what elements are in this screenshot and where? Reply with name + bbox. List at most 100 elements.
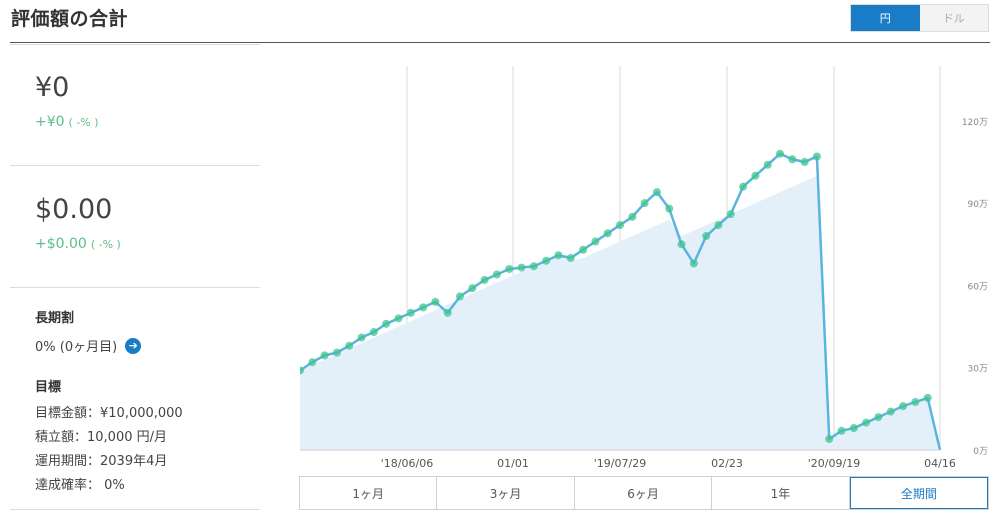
data-point — [874, 413, 883, 422]
data-point — [726, 210, 735, 219]
data-point — [776, 149, 784, 158]
yen-change: +¥0( -% ) — [35, 114, 99, 130]
yen-amount: ¥0 — [35, 72, 70, 103]
usd-amount: $0.00 — [35, 194, 113, 225]
principal-area — [300, 175, 940, 450]
data-point — [739, 182, 748, 191]
data-point — [431, 297, 440, 306]
data-point — [714, 221, 723, 230]
data-point — [911, 398, 920, 406]
yen-change-pct: ( -% ) — [68, 116, 99, 129]
yen-change-value: +¥0 — [35, 114, 65, 130]
data-point — [886, 407, 895, 416]
arrow-right-icon[interactable]: ➔ — [125, 337, 142, 354]
data-point — [862, 418, 871, 427]
data-point — [406, 308, 415, 317]
data-point — [419, 303, 428, 312]
usd-change-value: +$0.00 — [35, 236, 87, 252]
header: 評価額の合計 円 ドル — [0, 0, 1000, 44]
period-tab-6m[interactable]: 6ヶ月 — [575, 477, 713, 509]
data-point — [357, 333, 366, 342]
goal-monthly-deposit: 積立額：10,000 円/月 — [35, 430, 167, 445]
long-term-value: 0% (0ヶ月目) — [35, 340, 118, 355]
header-divider — [10, 42, 990, 43]
data-point — [517, 263, 526, 272]
data-point — [332, 348, 341, 357]
data-point — [812, 152, 821, 161]
data-point — [591, 237, 600, 246]
y-tick-label: 120万 — [962, 118, 988, 128]
data-point — [677, 240, 686, 249]
data-point — [456, 292, 464, 301]
data-point — [529, 262, 538, 271]
page-title: 評価額の合計 — [11, 8, 129, 30]
data-point — [702, 232, 711, 241]
goal-probability: 達成確率： 0% — [35, 478, 125, 493]
long-term-heading: 長期割 — [35, 311, 75, 326]
goal-heading: 目標 — [35, 380, 62, 395]
y-tick-label: 60万 — [968, 282, 988, 292]
data-point — [505, 264, 514, 273]
divider — [10, 509, 260, 510]
data-point — [763, 160, 772, 169]
data-point — [554, 251, 563, 260]
y-tick-label: 0万 — [973, 447, 988, 457]
data-point — [468, 284, 477, 293]
data-point — [800, 158, 809, 166]
data-point — [923, 393, 932, 402]
long-term-value-row: 0% (0ヶ月目) ➔ — [35, 336, 142, 355]
data-point — [345, 341, 354, 350]
chart-svg: '18/06/06 01/01 '19/07/29 02/23 '20/09/19 04/… — [300, 66, 988, 470]
data-point — [308, 358, 317, 367]
data-point — [689, 259, 698, 268]
data-point — [837, 426, 846, 435]
goal-target-amount: 目標金額：¥10,000,000 — [35, 406, 183, 421]
data-point — [394, 314, 403, 323]
divider — [10, 287, 260, 288]
data-point — [369, 328, 378, 337]
currency-usd-button[interactable]: ドル — [919, 5, 988, 31]
period-tabs: 1ヶ月 3ヶ月 6ヶ月 1年 全期間 — [299, 476, 989, 510]
divider — [10, 165, 260, 166]
summary-panel: ¥0 +¥0( -% ) $0.00 +$0.00( -% ) 長期割 0% (… — [10, 44, 260, 520]
data-point — [300, 366, 304, 375]
x-tick-label: 02/23 — [711, 457, 743, 470]
x-tick-label: 01/01 — [497, 457, 529, 470]
x-tick-label: '20/09/19 — [808, 457, 860, 470]
x-tick-label: 04/16 — [924, 457, 956, 470]
x-tick-label: '19/07/29 — [594, 457, 646, 470]
period-tab-1y[interactable]: 1年 — [712, 477, 850, 509]
data-point — [480, 275, 489, 284]
period-tab-1m[interactable]: 1ヶ月 — [300, 477, 438, 509]
usd-change-pct: ( -% ) — [90, 238, 121, 251]
data-point — [320, 351, 329, 360]
y-tick-label: 90万 — [968, 200, 988, 210]
data-point — [640, 199, 649, 208]
data-point — [566, 254, 575, 262]
x-tick-label: '18/06/06 — [381, 457, 433, 470]
data-point — [751, 171, 760, 180]
data-point — [899, 402, 908, 411]
y-tick-label: 30万 — [968, 365, 988, 375]
divider — [10, 44, 260, 45]
period-tab-all[interactable]: 全期間 — [849, 477, 989, 509]
data-point — [849, 424, 858, 433]
usd-change: +$0.00( -% ) — [35, 236, 121, 252]
data-point — [628, 212, 637, 221]
data-point — [616, 221, 624, 230]
data-point — [665, 204, 674, 213]
data-point — [579, 245, 588, 254]
period-tab-3m[interactable]: 3ヶ月 — [437, 477, 575, 509]
data-point — [443, 308, 452, 317]
data-point — [603, 229, 612, 238]
data-point — [788, 155, 797, 164]
data-point — [382, 319, 391, 328]
data-point — [542, 256, 551, 265]
valuation-chart[interactable]: '18/06/06 01/01 '19/07/29 02/23 '20/09/19 04/… — [300, 66, 990, 476]
currency-toggle: 円 ドル — [850, 4, 989, 32]
currency-yen-button[interactable]: 円 — [851, 5, 920, 31]
data-point — [492, 270, 501, 279]
data-point — [652, 188, 661, 197]
goal-period: 運用期間：2039年4月 — [35, 454, 168, 469]
data-point — [825, 435, 834, 444]
